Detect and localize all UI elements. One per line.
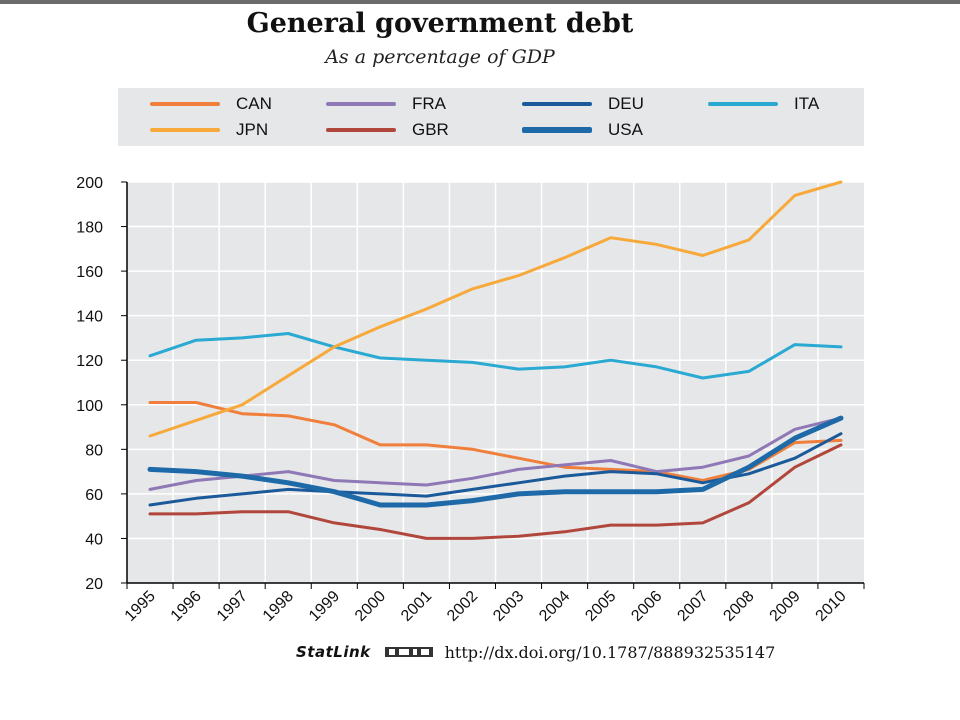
series-line-ita: [148, 332, 843, 380]
x-tick-label-2005: 2005: [582, 588, 619, 625]
x-tick-label-2001: 2001: [398, 588, 435, 625]
y-tick-label-140: 140: [76, 309, 103, 326]
x-tick-label-1997: 1997: [214, 588, 251, 625]
legend-item-deu: DEU: [522, 93, 644, 115]
legend-swatch-usa: [522, 127, 592, 133]
legend-label-usa: USA: [608, 120, 643, 139]
y-tick-label-80: 80: [85, 442, 103, 459]
chart-title: General government debt: [0, 8, 960, 39]
chart-subtitle: As a percentage of GDP: [0, 46, 960, 68]
x-tick-label-1998: 1998: [260, 588, 297, 625]
legend-swatch-ita: [708, 102, 778, 106]
y-tick-label-200: 200: [76, 175, 103, 192]
statlink-url[interactable]: http://dx.doi.org/10.1787/888932535147: [444, 642, 776, 662]
legend-label-fra: FRA: [412, 94, 446, 113]
legend-item-jpn: JPN: [150, 119, 268, 141]
x-tick-label-1996: 1996: [168, 588, 205, 625]
series-line-fra: [148, 416, 843, 491]
chart-legend: CAN FRA DEU ITA JPN GBR USA: [118, 88, 864, 146]
x-tick-label-2000: 2000: [352, 588, 389, 625]
x-tick-label-2010: 2010: [813, 588, 850, 625]
x-tick-label-2009: 2009: [767, 588, 804, 625]
y-tick-label-100: 100: [76, 398, 103, 415]
statlink-footer: StatLink http://dx.doi.org/10.1787/88893…: [296, 640, 775, 664]
top-border: [0, 0, 960, 4]
legend-swatch-fra: [326, 102, 396, 106]
y-tick-label-40: 40: [85, 531, 103, 548]
x-tick-label-2004: 2004: [536, 588, 573, 625]
legend-swatch-jpn: [150, 128, 220, 132]
chart-subtitle-text: As a percentage of GDP: [325, 46, 555, 68]
x-tick-label-1999: 1999: [306, 588, 343, 625]
legend-label-ita: ITA: [794, 94, 820, 113]
x-tick-label-2003: 2003: [490, 588, 527, 625]
legend-item-ita: ITA: [708, 93, 819, 115]
y-tick-label-120: 120: [76, 353, 103, 370]
chart-title-text: General government debt: [246, 8, 634, 39]
series-line-gbr: [148, 443, 843, 540]
legend-swatch-gbr: [326, 128, 396, 132]
x-tick-label-2007: 2007: [674, 588, 711, 625]
legend-swatch-deu: [522, 102, 592, 106]
legend-swatch-can: [150, 102, 220, 106]
legend-item-can: CAN: [150, 93, 272, 115]
y-tick-label-160: 160: [76, 264, 103, 281]
legend-label-can: CAN: [236, 94, 272, 113]
y-tick-label-60: 60: [85, 487, 103, 504]
series-line-jpn: [148, 180, 843, 438]
legend-label-gbr: GBR: [412, 120, 449, 139]
legend-label-deu: DEU: [608, 94, 644, 113]
statlink-label: StatLink: [296, 643, 371, 661]
x-tick-label-2002: 2002: [444, 588, 481, 625]
series-line-usa: [147, 415, 844, 508]
x-tick-label-2006: 2006: [628, 588, 665, 625]
legend-label-jpn: JPN: [236, 120, 269, 139]
legend-item-usa: USA: [522, 119, 643, 141]
x-tick-label-1995: 1995: [122, 588, 159, 625]
legend-item-gbr: GBR: [326, 119, 449, 141]
y-tick-label-180: 180: [76, 220, 103, 237]
statlink-logo-icon: [384, 647, 433, 657]
legend-item-fra: FRA: [326, 93, 446, 115]
series-line-can: [148, 401, 843, 482]
x-tick-label-2008: 2008: [720, 588, 757, 625]
y-tick-label-20: 20: [85, 576, 103, 593]
